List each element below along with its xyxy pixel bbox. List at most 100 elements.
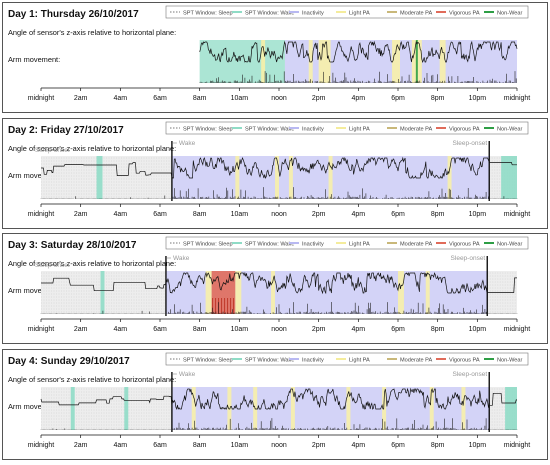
x-tick-label: midnight bbox=[28, 442, 55, 449]
legend-label: SPT Window: Wake bbox=[245, 242, 294, 248]
x-tick-label: 8pm bbox=[431, 326, 445, 333]
prev-sleep-onset-label: Sleep-onset bbox=[35, 147, 70, 154]
sleep-hatch bbox=[41, 388, 172, 429]
x-tick-label: 2pm bbox=[312, 211, 326, 218]
panel-title: Day 4: Sunday 29/10/2017 bbox=[8, 356, 130, 367]
x-tick-label: 2pm bbox=[312, 95, 326, 102]
legend-label: Non-Wear bbox=[497, 127, 523, 133]
spt_wake-bout bbox=[505, 387, 517, 430]
panel-title: Day 3: Saturday 28/10/2017 bbox=[8, 240, 137, 251]
x-tick-label: 8am bbox=[193, 326, 207, 333]
light-bout bbox=[235, 156, 240, 199]
light-bout bbox=[191, 387, 196, 430]
legend-frame bbox=[165, 352, 529, 366]
nonwear-bout bbox=[415, 40, 418, 83]
sleep-onset-label: Sleep-onset bbox=[453, 371, 488, 378]
light-bout bbox=[447, 156, 452, 199]
light-bout bbox=[271, 271, 276, 314]
light-bout bbox=[227, 387, 232, 430]
legend-frame bbox=[165, 5, 529, 19]
x-tick-label: 10pm bbox=[469, 442, 487, 449]
x-tick-label: midnight bbox=[28, 211, 55, 218]
light-bout bbox=[382, 387, 387, 430]
x-tick-label: 2am bbox=[74, 326, 88, 333]
x-tick-label: midnight bbox=[504, 442, 531, 449]
x-tick-label: 6am bbox=[153, 326, 167, 333]
x-tick-label: 10pm bbox=[469, 95, 487, 102]
x-tick-label: 8am bbox=[193, 95, 207, 102]
spt_wake-bout bbox=[96, 156, 103, 199]
x-tick-label: noon bbox=[271, 211, 287, 218]
legend-label: Non-Wear bbox=[497, 242, 523, 248]
x-tick-label: 4am bbox=[114, 442, 128, 449]
legend-label: Non-Wear bbox=[497, 358, 523, 364]
legend-label: Moderate PA bbox=[400, 127, 433, 133]
x-tick-label: 4am bbox=[114, 95, 128, 102]
light-bout bbox=[308, 40, 313, 83]
x-tick-label: 2am bbox=[74, 95, 88, 102]
wake-label: Wake bbox=[173, 255, 190, 262]
x-tick-label: 8am bbox=[193, 211, 207, 218]
light-bout bbox=[290, 387, 295, 430]
legend-label: Light PA bbox=[349, 242, 370, 248]
legend-label: Moderate PA bbox=[400, 242, 433, 248]
light-bout bbox=[425, 271, 430, 314]
x-tick-label: midnight bbox=[28, 95, 55, 102]
x-tick-label: 6am bbox=[153, 95, 167, 102]
light-bout bbox=[346, 387, 351, 430]
day-panel-3: Day 3: Saturday 28/10/2017 SPT Window: Sl… bbox=[2, 233, 548, 344]
legend-label: Inactivity bbox=[302, 358, 324, 364]
x-tick-label: midnight bbox=[504, 95, 531, 102]
light-bout bbox=[398, 271, 404, 314]
day-panel-2: Day 2: Friday 27/10/2017 SPT Window: Slee… bbox=[2, 118, 548, 229]
legend: SPT Window: Sleep SPT Window: Wake Inactiv… bbox=[165, 236, 529, 250]
legend-label: Light PA bbox=[349, 127, 370, 133]
spt_wake-bout bbox=[124, 387, 129, 430]
light-bout bbox=[261, 40, 266, 83]
day-panel-4: Day 4: Sunday 29/10/2017 SPT Window: Slee… bbox=[2, 349, 548, 460]
arm-row-label: Arm movement: bbox=[8, 171, 60, 180]
vigorous-bout bbox=[211, 271, 236, 314]
x-tick-label: 4pm bbox=[352, 442, 366, 449]
angle-row-label: Angle of sensor's z-axis relative to hor… bbox=[8, 28, 176, 37]
x-tick-label: 10am bbox=[231, 211, 249, 218]
light-bout bbox=[235, 271, 242, 314]
arm-movement-trace bbox=[40, 418, 518, 430]
legend-label: Inactivity bbox=[302, 11, 324, 17]
x-tick-label: 4pm bbox=[352, 95, 366, 102]
legend-label: Non-Wear bbox=[497, 11, 523, 17]
sleep-onset-label: Sleep-onset bbox=[451, 255, 486, 262]
legend: SPT Window: Sleep SPT Window: Wake Inactiv… bbox=[165, 121, 529, 135]
legend-label: Vigorous PA bbox=[449, 358, 480, 364]
legend-frame bbox=[165, 236, 529, 250]
light-bout bbox=[392, 40, 400, 83]
angle-row-label: Angle of sensor's z-axis relative to hor… bbox=[8, 259, 176, 268]
angle-trace bbox=[40, 387, 517, 410]
arm-row-label: Arm movement: bbox=[8, 402, 60, 411]
x-tick-label: 10am bbox=[231, 326, 249, 333]
legend-label: Vigorous PA bbox=[449, 242, 480, 248]
sleep-segment bbox=[41, 387, 172, 430]
legend-frame bbox=[165, 121, 529, 135]
x-tick-label: 8pm bbox=[431, 95, 445, 102]
legend-label: Light PA bbox=[349, 358, 370, 364]
legend-label: Vigorous PA bbox=[449, 127, 480, 133]
x-tick-label: noon bbox=[271, 442, 287, 449]
x-tick-label: 8pm bbox=[431, 442, 445, 449]
light-bout bbox=[429, 387, 434, 430]
spt_wake-bout bbox=[501, 156, 517, 199]
wake-label: Wake bbox=[179, 371, 196, 378]
x-tick-label: 6pm bbox=[391, 326, 405, 333]
legend-label: Vigorous PA bbox=[449, 11, 480, 17]
x-tick-label: noon bbox=[271, 326, 287, 333]
x-tick-label: 2am bbox=[74, 211, 88, 218]
angle-trace bbox=[199, 40, 518, 64]
x-tick-label: midnight bbox=[504, 211, 531, 218]
x-tick-label: 4pm bbox=[352, 326, 366, 333]
sleep-segment bbox=[41, 156, 172, 199]
legend-label: Moderate PA bbox=[400, 358, 433, 364]
x-tick-label: 6am bbox=[153, 211, 167, 218]
angle-trace bbox=[41, 271, 517, 295]
x-tick-label: 10pm bbox=[469, 211, 487, 218]
